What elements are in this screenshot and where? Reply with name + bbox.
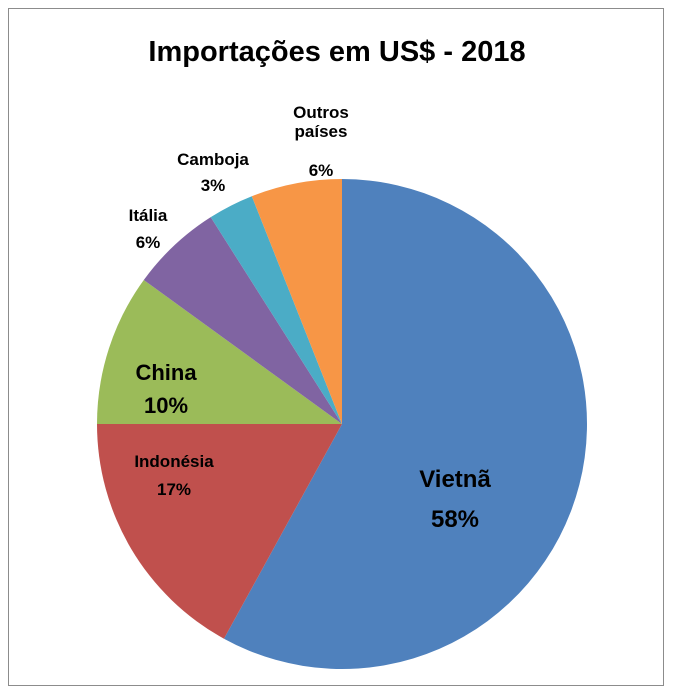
pie-slice [223, 179, 588, 669]
pie-slice [251, 179, 342, 424]
value-label: 3% [200, 176, 226, 195]
chart-title: Importações em US$ - 2018 [148, 36, 526, 68]
slice-label: Indonésia [134, 452, 214, 471]
slice-label: Camboja [177, 150, 249, 169]
slice-label: Itália [128, 206, 168, 225]
pie-slice [97, 279, 342, 424]
pie-slice [143, 217, 342, 424]
value-label: 6% [135, 233, 161, 252]
slice-label: Vietnã [419, 466, 491, 493]
slice-label: Outros países [293, 102, 349, 142]
value-label: 10% [143, 392, 189, 418]
pie-slice [210, 196, 342, 424]
value-label: 6% [308, 161, 334, 180]
chart-frame [8, 8, 664, 686]
value-label: 17% [156, 480, 192, 499]
pie-slice [97, 424, 342, 639]
slice-label: China [135, 359, 197, 385]
value-label: 58% [430, 506, 480, 533]
